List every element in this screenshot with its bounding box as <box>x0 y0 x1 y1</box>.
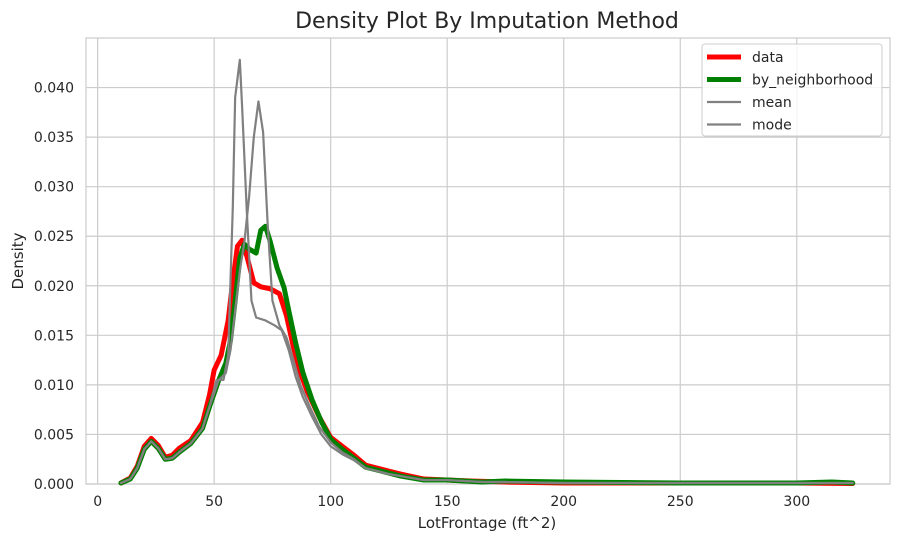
y-axis-label: Density <box>9 232 27 289</box>
legend-label-mode: mode <box>752 118 792 134</box>
x-tick-label: 300 <box>783 494 810 510</box>
x-tick-label: 150 <box>434 494 461 510</box>
legend-label-mean: mean <box>752 95 792 111</box>
x-tick-label: 50 <box>205 494 223 510</box>
y-tick-label: 0.015 <box>34 328 74 344</box>
y-tick-label: 0.005 <box>34 427 74 443</box>
y-tick-label: 0.010 <box>34 378 74 394</box>
y-tick-labels: 0.000 0.005 0.010 0.015 0.020 0.025 0.030 0.035… <box>34 81 74 493</box>
y-tick-label: 0.030 <box>34 180 74 196</box>
chart-title: Density Plot By Imputation Method <box>295 9 679 34</box>
x-tick-label: 0 <box>93 494 102 510</box>
legend-box <box>701 43 883 137</box>
y-tick-label: 0.040 <box>34 81 74 97</box>
series-layer <box>118 58 856 486</box>
y-tick-label: 0.025 <box>34 229 74 245</box>
y-tick-label: 0.020 <box>34 279 74 295</box>
legend-label-by-neighborhood: by_neighborhood <box>752 73 873 89</box>
x-tick-labels: 0 50 100 150 200 250 300 <box>93 494 810 510</box>
x-tick-label: 250 <box>667 494 694 510</box>
x-tick-label: 200 <box>550 494 577 510</box>
legend-label-data: data <box>752 50 784 66</box>
series-line-mode <box>119 100 854 485</box>
y-tick-label: 0.000 <box>34 477 74 493</box>
x-axis-label: LotFrontage (ft^2) <box>418 514 557 532</box>
y-tick-label: 0.035 <box>34 130 74 146</box>
x-tick-label: 100 <box>317 494 344 510</box>
